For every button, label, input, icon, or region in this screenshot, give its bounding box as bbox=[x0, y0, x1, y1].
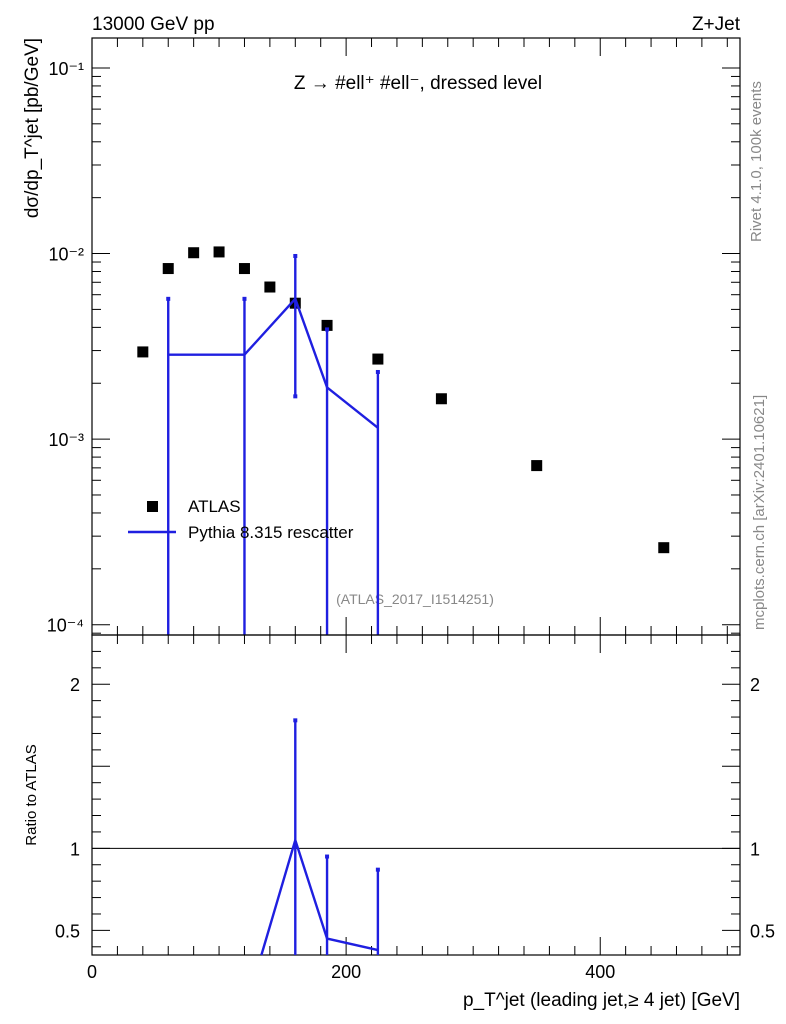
legend: ATLAS Pythia 8.315 rescatter bbox=[128, 497, 354, 542]
ratio-y-tick-label: 2 bbox=[70, 675, 80, 695]
mcplots-label: mcplots.cern.ch [arXiv:2401.10621] bbox=[751, 395, 768, 630]
ratio-y-tick-label: 1 bbox=[70, 839, 80, 859]
pythia-error-cap bbox=[325, 327, 330, 332]
atlas-point bbox=[321, 319, 333, 331]
ratio-marks bbox=[92, 718, 740, 956]
main-y-axis: 10⁻⁴ 10⁻³ 10⁻² 10⁻¹ bbox=[47, 59, 740, 636]
pythia-error-cap bbox=[242, 296, 247, 301]
main-y-axis-label: dσ/dp_T^jet [pb/GeV] bbox=[22, 38, 43, 218]
ratio-y-axis-label: Ratio to ATLAS bbox=[23, 744, 40, 845]
pythia-error-cap bbox=[375, 369, 380, 374]
pythia-error-cap bbox=[166, 296, 171, 301]
atlas-point bbox=[264, 281, 276, 293]
ratio-y-tick-label-right: 1 bbox=[750, 839, 760, 859]
atlas-point bbox=[531, 460, 543, 472]
legend-pythia-label: Pythia 8.315 rescatter bbox=[188, 523, 354, 542]
main-y-tick-label: 10⁻⁴ bbox=[47, 616, 84, 636]
main-x-axis bbox=[91, 38, 728, 635]
main-title: Z → #ell⁺ #ell⁻, dressed level bbox=[294, 73, 542, 94]
x-tick-label: 200 bbox=[331, 962, 361, 982]
main-y-tick-label: 10⁻¹ bbox=[48, 59, 84, 79]
x-tick-label: 0 bbox=[87, 962, 97, 982]
ratio-y-axis: 0.5 0.5 1 1 2 2 bbox=[55, 634, 775, 948]
ratio-line bbox=[260, 836, 379, 956]
atlas-point bbox=[188, 247, 200, 259]
process-label: Z+Jet bbox=[692, 14, 741, 35]
atlas-point bbox=[137, 346, 149, 358]
main-panel: 10⁻⁴ 10⁻³ 10⁻² 10⁻¹ Z → #ell⁺ #ell⁻, dresse… bbox=[22, 37, 741, 636]
energy-label: 13000 GeV pp bbox=[92, 14, 215, 35]
ratio-error-cap bbox=[293, 718, 298, 723]
atlas-point bbox=[238, 263, 250, 275]
atlas-point bbox=[213, 246, 225, 258]
x-tick-label: 400 bbox=[585, 962, 615, 982]
atlas-point bbox=[162, 263, 174, 275]
legend-atlas-label: ATLAS bbox=[188, 497, 241, 516]
rivet-label: Rivet 4.1.0, 100k events bbox=[748, 81, 765, 242]
watermark: (ATLAS_2017_I1514251) bbox=[336, 591, 494, 607]
ratio-y-tick-label-right: 2 bbox=[750, 675, 760, 695]
ratio-y-tick-label-right: 0.5 bbox=[750, 921, 775, 941]
legend-atlas-marker bbox=[147, 501, 158, 512]
pythia-line bbox=[168, 296, 379, 429]
main-frame bbox=[91, 37, 741, 636]
main-y-tick-label: 10⁻³ bbox=[48, 430, 84, 450]
atlas-point bbox=[658, 542, 670, 554]
ratio-panel: 0.5 0.5 1 1 2 2 0 200 400 Ratio to ATLAS p_T^je… bbox=[23, 634, 775, 1011]
ratio-frame bbox=[91, 634, 741, 956]
ratio-x-axis: 0 200 400 bbox=[87, 635, 728, 982]
atlas-point bbox=[372, 353, 384, 365]
pythia-error-cap bbox=[293, 394, 298, 399]
x-axis-label: p_T^jet (leading jet,≥ 4 jet) [GeV] bbox=[463, 990, 740, 1011]
main-y-tick-label: 10⁻² bbox=[48, 245, 84, 265]
main-marks bbox=[137, 246, 670, 635]
ratio-y-tick-label: 0.5 bbox=[55, 921, 80, 941]
ratio-error-cap bbox=[325, 854, 330, 859]
pythia-error-cap bbox=[293, 253, 298, 258]
ratio-error-cap bbox=[375, 867, 380, 872]
atlas-point bbox=[435, 393, 447, 405]
